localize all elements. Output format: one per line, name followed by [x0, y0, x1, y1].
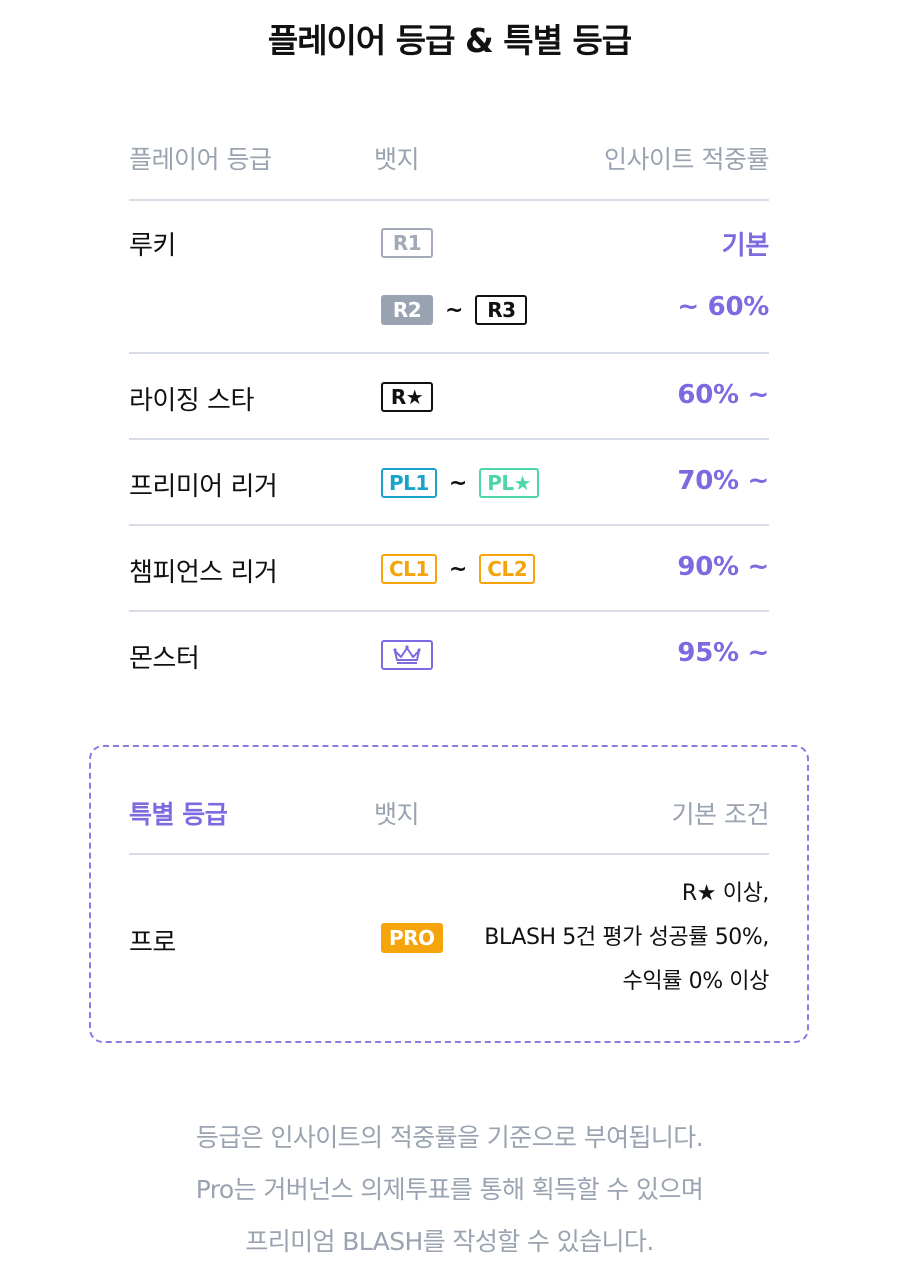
note-line: 프리미엄 BLASH를 작성할 수 있습니다.	[245, 1227, 654, 1256]
badge-crown	[381, 640, 433, 670]
note-line: Pro는 거버넌스 의제투표를 통해 획득할 수 있으며	[195, 1175, 704, 1204]
condition-line: R★ 이상,	[681, 881, 769, 906]
row-badges-rising-star: R★	[381, 382, 433, 412]
row-rate-champions-leaguer: 90% ~	[677, 552, 769, 582]
header-special-grade: 특별 등급	[129, 800, 228, 829]
badge-cl1: CL1	[381, 554, 437, 584]
row-rate-premier-leaguer: 70% ~	[677, 466, 769, 496]
row-name-rookie: 루키	[129, 231, 176, 261]
badge-range-separator: ~	[448, 470, 468, 496]
header-divider	[129, 199, 769, 201]
condition-line: 수익률 0% 이상	[622, 969, 770, 994]
row-name-rising-star: 라이징 스타	[129, 386, 254, 416]
special-grade-box	[89, 745, 809, 1043]
header-badge: 뱃지	[374, 145, 420, 174]
row-badges-pro: PRO	[381, 923, 443, 953]
badge-cl2: CL2	[479, 554, 536, 584]
row-divider	[129, 524, 769, 526]
note-line: 등급은 인사이트의 적중률을 기준으로 부여됩니다.	[195, 1123, 704, 1152]
row-rate-rookie-2: ~ 60%	[677, 292, 769, 322]
row-badges-monster	[381, 640, 433, 670]
grade-notes: 등급은 인사이트의 적중률을 기준으로 부여됩니다. Pro는 거버넌스 의제투…	[0, 1112, 899, 1268]
row-badges-premier-leaguer: PL1 ~ PL★	[381, 468, 540, 498]
header-grade: 플레이어 등급	[129, 145, 272, 174]
badge-pl1: PL1	[381, 468, 437, 498]
row-badges-rookie: R1	[381, 228, 433, 258]
row-badges-rookie-2: R2 ~ R3	[381, 295, 528, 325]
row-name-monster: 몬스터	[129, 644, 200, 674]
page-title: 플레이어 등급 & 특별 등급	[267, 21, 632, 60]
badge-r2: R2	[381, 295, 433, 325]
badge-range-separator: ~	[448, 556, 468, 582]
badge-r-star: R★	[381, 382, 433, 412]
row-name-pro: 프로	[129, 928, 176, 958]
header-accuracy: 인사이트 적중률	[604, 145, 769, 174]
row-name-champions-leaguer: 챔피언스 리거	[129, 558, 278, 588]
row-divider	[129, 352, 769, 354]
header-divider	[129, 853, 769, 855]
row-name-premier-leaguer: 프리미어 리거	[129, 472, 278, 502]
row-divider	[129, 610, 769, 612]
condition-line: BLASH 5건 평가 성공률 50%,	[484, 925, 769, 950]
badge-pro: PRO	[381, 923, 443, 953]
row-rate-monster: 95% ~	[677, 638, 769, 668]
badge-range-separator: ~	[445, 297, 464, 323]
row-divider	[129, 438, 769, 440]
badge-pl-star: PL★	[479, 468, 540, 498]
row-badges-champions-leaguer: CL1 ~ CL2	[381, 554, 536, 584]
header-special-badge: 뱃지	[374, 800, 420, 829]
row-conditions-pro: R★ 이상, BLASH 5건 평가 성공률 50%, 수익률 0% 이상	[484, 872, 769, 1004]
badge-r1: R1	[381, 228, 433, 258]
row-rate-rising-star: 60% ~	[677, 380, 769, 410]
crown-icon	[393, 645, 421, 664]
header-condition: 기본 조건	[671, 800, 770, 829]
badge-r3: R3	[475, 295, 528, 325]
row-rate-rookie: 기본	[721, 231, 770, 261]
